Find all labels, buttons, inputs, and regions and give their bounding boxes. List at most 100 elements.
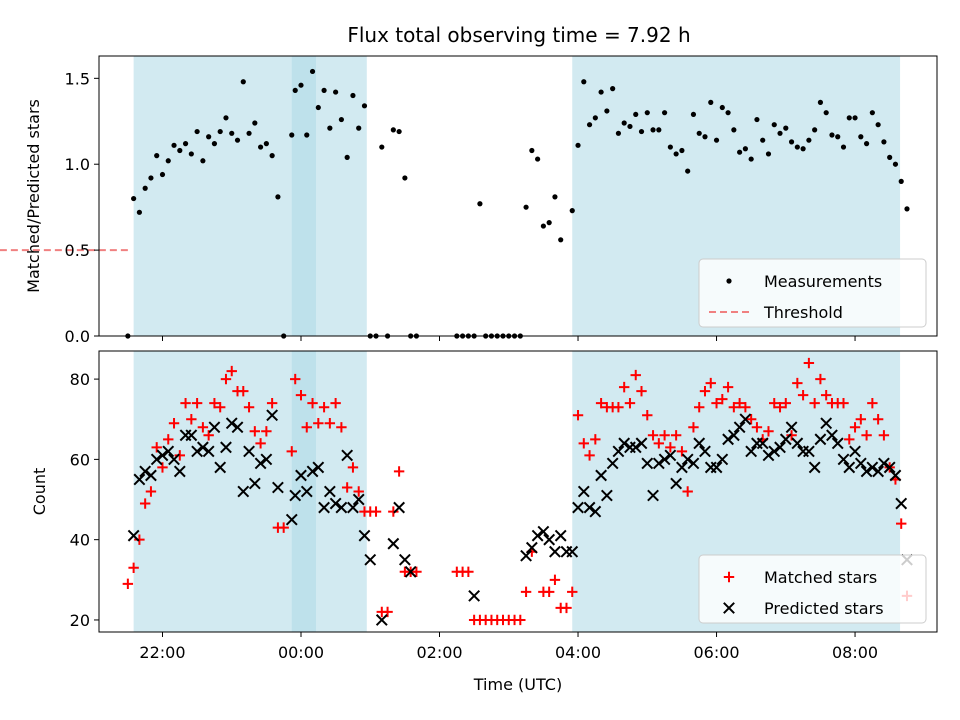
data-point [708,99,714,105]
data-point [323,485,336,498]
data-point [699,445,711,458]
data-point [872,465,885,478]
data-point [168,418,180,429]
data-point [722,433,734,446]
data-point [584,450,595,461]
data-point [301,422,312,433]
data-point [285,513,298,526]
data-point [162,445,175,458]
data-point [361,103,368,109]
data-point [722,381,734,393]
data-point [572,410,584,421]
data-point [803,357,815,369]
x-tick-label: 00:00 [278,643,324,662]
data-point [220,373,232,385]
data-point [679,147,685,154]
data-point [854,457,867,470]
data-point [543,586,555,598]
data-point [635,437,648,450]
data-point [358,529,371,542]
data-point [881,139,887,145]
data-point [411,566,422,577]
data-point [558,237,564,243]
data-point [838,397,849,409]
data-point [292,87,298,93]
data-point [131,195,137,202]
data-point [182,141,189,147]
data-point [122,578,134,590]
data-point [673,151,679,157]
data-point [243,445,255,458]
data-point [756,437,769,450]
data-point [231,421,244,434]
data-point [578,438,589,449]
data-point [196,441,209,454]
data-point [142,185,148,191]
data-point [248,477,261,490]
y-tick-label: 60 [70,450,90,469]
data-point [670,477,683,490]
data-point [202,445,215,458]
data-point [263,141,269,147]
data-point [290,373,301,385]
data-point [688,422,699,433]
data-point [889,469,902,482]
data-point [892,161,899,167]
data-point [127,529,140,542]
data-point [866,461,879,474]
data-point [295,389,307,401]
data-point [347,462,359,473]
data-point [636,385,647,397]
data-point [318,501,330,514]
data-point [846,115,852,121]
data-point [223,115,229,121]
data-point [875,122,881,128]
data-point [333,89,339,95]
data-point [760,137,766,143]
data-point [797,389,809,401]
data-point [255,438,266,449]
data-point [387,537,400,550]
data-point [751,422,763,433]
data-point [329,497,342,510]
data-point [658,453,671,466]
y-tick-label: 1.5 [65,69,90,88]
observing-band [133,56,317,336]
data-point [581,79,587,85]
data-point [523,204,529,210]
data-point [249,426,261,437]
data-point [812,127,818,133]
data-point [289,132,295,138]
data-point [791,437,804,450]
data-point [163,434,174,445]
data-point [606,457,619,470]
legend-marker [723,602,735,614]
data-point [849,422,861,433]
data-point [681,453,694,466]
data-point [234,137,241,143]
data-point [774,402,786,413]
data-point [393,501,406,514]
data-point [895,497,908,510]
data-point [794,144,800,150]
data-point [261,426,272,437]
data-point [300,485,313,498]
data-point [197,422,209,433]
data-point [904,206,910,212]
data-point [604,108,610,114]
data-point [313,418,324,429]
data-point [156,449,169,462]
data-point [257,144,264,150]
data-point [682,486,693,497]
data-point [896,518,907,529]
data-point [727,429,740,442]
data-point [133,473,146,486]
data-point [531,529,544,542]
data-point [243,402,255,413]
data-point [877,457,890,470]
data-point [307,397,318,409]
legend-marker [723,571,735,583]
data-point [335,501,348,514]
data-point [177,147,183,154]
data-point [754,116,760,123]
